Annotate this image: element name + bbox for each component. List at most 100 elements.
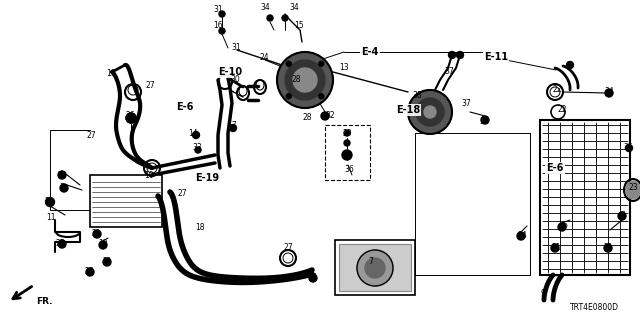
Text: E-19: E-19 [195,173,219,183]
Text: 22: 22 [552,85,562,94]
Circle shape [449,52,456,59]
Text: 33: 33 [192,143,202,153]
Circle shape [282,15,288,21]
FancyBboxPatch shape [92,177,160,225]
Circle shape [481,116,489,124]
Circle shape [319,94,324,99]
Text: E-11: E-11 [484,52,508,62]
Text: 34: 34 [517,230,527,239]
Text: 39: 39 [479,117,489,126]
Text: 21: 21 [551,244,561,252]
Text: 18: 18 [195,223,205,233]
FancyBboxPatch shape [339,244,411,291]
Circle shape [424,106,436,118]
Text: 31: 31 [213,5,223,14]
Text: 32: 32 [325,111,335,121]
FancyBboxPatch shape [90,175,162,227]
Text: 38: 38 [412,91,422,100]
Text: 27: 27 [177,189,187,198]
Text: 16: 16 [213,21,223,30]
Circle shape [58,171,66,179]
Circle shape [45,197,54,206]
Circle shape [321,112,329,120]
Text: 10: 10 [144,172,154,180]
Text: 3: 3 [60,183,65,193]
Text: 21: 21 [92,228,100,237]
Circle shape [517,232,525,240]
Text: E-6: E-6 [547,163,564,173]
Circle shape [286,94,291,99]
Circle shape [344,130,350,136]
Text: 30: 30 [230,76,240,84]
Circle shape [103,258,111,266]
Circle shape [416,98,444,126]
Circle shape [365,258,385,278]
Text: 23: 23 [628,183,638,193]
Text: 19: 19 [106,68,116,77]
Ellipse shape [626,181,640,199]
Text: 24: 24 [259,52,269,61]
Circle shape [357,250,393,286]
Text: 9: 9 [541,290,545,299]
Circle shape [558,223,566,231]
FancyBboxPatch shape [335,240,415,295]
Circle shape [309,274,317,282]
Text: 27: 27 [283,243,293,252]
Circle shape [408,90,452,134]
Text: 37: 37 [444,68,454,76]
Text: 29: 29 [342,129,352,138]
Text: 12: 12 [99,239,108,249]
Text: 28: 28 [302,114,312,123]
Text: 31: 31 [308,274,318,283]
Text: 6: 6 [563,221,568,230]
Circle shape [267,15,273,21]
Text: FR.: FR. [36,298,52,307]
Circle shape [60,184,68,192]
Text: 28: 28 [291,76,301,84]
Circle shape [93,230,101,238]
Circle shape [195,147,201,153]
Circle shape [566,61,573,68]
Circle shape [58,240,66,248]
Text: 5: 5 [621,212,625,220]
Text: 31: 31 [231,44,241,52]
Circle shape [99,241,107,249]
Text: E-10: E-10 [218,67,242,77]
Text: 21: 21 [102,257,112,266]
Text: 34: 34 [289,4,299,12]
Circle shape [277,52,333,108]
Text: 11: 11 [46,213,56,222]
FancyBboxPatch shape [542,122,628,273]
Text: E-4: E-4 [362,47,379,57]
Circle shape [456,52,463,59]
Circle shape [604,244,612,252]
Text: 25: 25 [84,268,94,276]
Circle shape [286,61,291,66]
Circle shape [319,61,324,66]
Circle shape [342,150,352,160]
Text: E-18: E-18 [396,105,420,115]
FancyBboxPatch shape [540,120,630,275]
Circle shape [605,89,613,97]
Circle shape [126,113,136,123]
Text: 21: 21 [604,244,612,252]
Text: 13: 13 [339,63,349,73]
Text: 37: 37 [461,100,471,108]
Circle shape [219,11,225,17]
Text: 34: 34 [604,87,614,97]
Circle shape [86,268,94,276]
Text: 25: 25 [55,239,65,249]
Circle shape [193,132,200,139]
Circle shape [618,212,626,220]
Text: 35: 35 [623,143,633,153]
Text: 14: 14 [188,129,198,138]
Text: 26: 26 [125,111,135,121]
Text: 27: 27 [145,82,155,91]
Text: 27: 27 [86,131,96,140]
Text: 21: 21 [44,197,54,206]
Circle shape [285,60,325,100]
Circle shape [551,244,559,252]
Circle shape [230,124,237,132]
Circle shape [344,140,350,146]
Text: 22: 22 [557,106,567,115]
